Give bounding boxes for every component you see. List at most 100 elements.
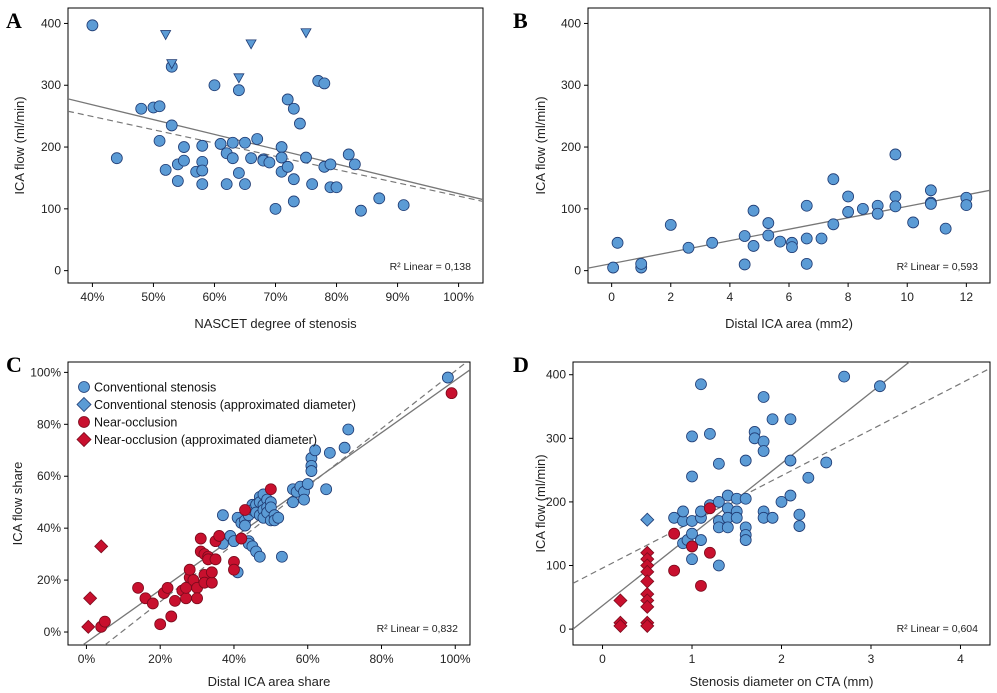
data-point (874, 380, 886, 393)
x-axis-label: Distal ICA area (mm2) (725, 316, 853, 331)
legend-label: Conventional stenosis (94, 381, 216, 395)
data-point (253, 550, 266, 563)
data-point (309, 444, 322, 457)
y-tick-label: 0 (574, 264, 581, 278)
legend-label: Near-occlusion (94, 416, 177, 430)
x-tick-label: 100% (443, 290, 474, 304)
data-point (110, 152, 123, 165)
linear-fit-line (588, 189, 990, 269)
data-point (889, 148, 902, 161)
data-point (232, 84, 245, 97)
data-point (827, 173, 840, 186)
series-red-diamond (81, 539, 109, 634)
data-point (330, 181, 343, 194)
data-point (738, 258, 751, 271)
data-point (132, 581, 144, 594)
y-tick-label: 300 (546, 431, 566, 445)
data-point (287, 496, 299, 509)
y-tick-label: 100 (546, 559, 566, 573)
legend-marker (76, 431, 92, 448)
y-tick-label: 200 (546, 495, 566, 509)
y-tick-label: 400 (546, 368, 566, 382)
data-point (196, 164, 209, 177)
x-tick-label: 40% (80, 290, 104, 304)
data-point (298, 493, 310, 506)
x-tick-label: 1 (689, 652, 696, 666)
y-tick-label: 300 (41, 78, 61, 92)
data-point (766, 511, 779, 524)
data-point (704, 427, 716, 440)
data-point (960, 199, 973, 212)
data-point (275, 141, 288, 153)
y-tick-label: 40% (37, 521, 61, 535)
data-point (373, 192, 386, 205)
data-point (889, 190, 902, 203)
data-point (445, 387, 458, 400)
x-tick-label: 60% (296, 652, 320, 666)
data-point (355, 204, 367, 217)
x-tick-label: 3 (868, 652, 875, 666)
series-blue-circle (668, 370, 886, 572)
linear-fit-line (68, 98, 483, 201)
data-point (757, 391, 770, 403)
data-point (856, 202, 869, 215)
y-tick-label: 200 (561, 140, 581, 154)
data-point (784, 489, 797, 502)
data-point (214, 138, 227, 150)
panel-label: C (6, 352, 22, 377)
data-point (323, 446, 336, 459)
data-point (94, 539, 109, 554)
data-point (682, 241, 695, 254)
legend: Conventional stenosis Conventional stenos… (76, 381, 356, 448)
data-point (820, 456, 833, 469)
legend-marker (78, 416, 90, 428)
plot-frame (67, 361, 471, 646)
panel-C: C 0% 20% 40% 60% 80% 100% 0% 20% 40% 60% 80% 100% Dis… (6, 352, 471, 689)
y-tick-label: 100% (30, 365, 61, 379)
data-point (169, 594, 181, 607)
data-point (774, 235, 787, 248)
legend-marker (76, 396, 92, 413)
dashed-fit-line (573, 367, 990, 584)
data-point (239, 136, 251, 149)
legend-label: Conventional stenosis (approximated diam… (94, 398, 356, 412)
data-point (287, 102, 300, 115)
data-point (216, 509, 229, 522)
data-point (924, 184, 937, 197)
data-point (664, 219, 677, 231)
data-point (739, 534, 752, 546)
data-point (209, 553, 222, 566)
data-point (686, 470, 698, 483)
fit-lines (573, 362, 990, 630)
data-point (338, 441, 351, 454)
data-point (269, 202, 282, 215)
data-point (272, 511, 285, 524)
series-blue-diamond (640, 512, 655, 527)
data-point (305, 465, 318, 477)
x-tick-label: 80% (369, 652, 393, 666)
data-point (226, 152, 239, 165)
data-point (695, 579, 707, 592)
data-point (178, 141, 190, 153)
data-point (712, 457, 725, 470)
data-point (318, 77, 331, 90)
data-point (154, 618, 167, 631)
data-point (842, 190, 855, 203)
data-point (738, 230, 751, 242)
panel-label: B (513, 8, 528, 33)
data-point (607, 261, 620, 274)
fit-lines (68, 98, 483, 203)
data-point (686, 540, 698, 553)
data-point (800, 199, 813, 212)
x-tick-label: 0 (608, 290, 615, 304)
data-point (907, 216, 920, 229)
data-point (183, 563, 196, 576)
data-point (135, 102, 148, 115)
data-point (320, 483, 333, 496)
data-point (226, 136, 239, 149)
x-tick-label: 4 (727, 290, 734, 304)
x-tick-label: 50% (141, 290, 165, 304)
data-point (766, 413, 779, 426)
data-point (793, 520, 806, 532)
data-point (800, 232, 813, 245)
